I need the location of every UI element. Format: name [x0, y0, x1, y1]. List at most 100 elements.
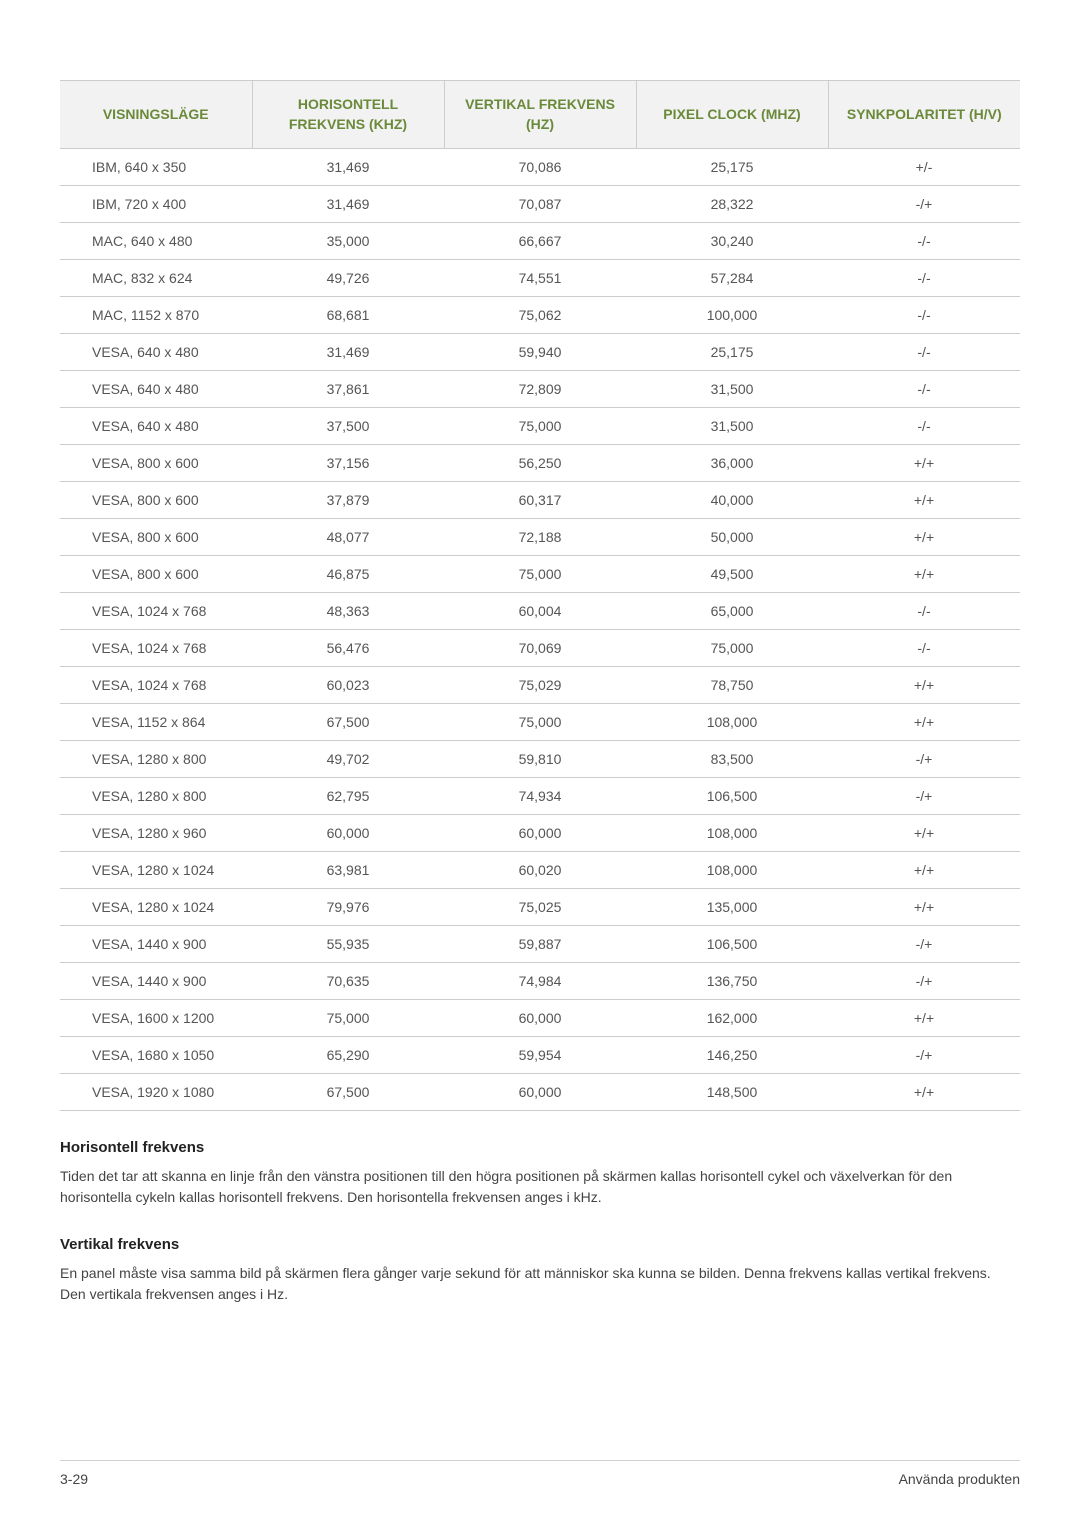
table-row: VESA, 1680 x 105065,29059,954146,250-/+	[60, 1037, 1020, 1074]
table-cell: VESA, 800 x 600	[60, 519, 252, 556]
table-cell: +/+	[828, 519, 1020, 556]
table-cell: 60,000	[252, 815, 444, 852]
table-cell: VESA, 1920 x 1080	[60, 1074, 252, 1111]
table-row: VESA, 1152 x 86467,50075,000108,000+/+	[60, 704, 1020, 741]
table-row: VESA, 1440 x 90055,93559,887106,500-/+	[60, 926, 1020, 963]
table-cell: +/-	[828, 149, 1020, 186]
table-cell: VESA, 1152 x 864	[60, 704, 252, 741]
table-cell: 35,000	[252, 223, 444, 260]
table-cell: VESA, 1280 x 800	[60, 741, 252, 778]
table-cell: 74,984	[444, 963, 636, 1000]
table-cell: MAC, 832 x 624	[60, 260, 252, 297]
table-cell: 48,077	[252, 519, 444, 556]
table-cell: 37,156	[252, 445, 444, 482]
table-cell: 60,023	[252, 667, 444, 704]
table-cell: 60,004	[444, 593, 636, 630]
table-cell: +/+	[828, 704, 1020, 741]
table-cell: 60,000	[444, 1000, 636, 1037]
table-cell: 78,750	[636, 667, 828, 704]
table-cell: -/-	[828, 334, 1020, 371]
table-cell: VESA, 1024 x 768	[60, 630, 252, 667]
table-cell: 75,000	[636, 630, 828, 667]
table-cell: VESA, 1440 x 900	[60, 963, 252, 1000]
table-cell: VESA, 1280 x 800	[60, 778, 252, 815]
table-cell: 75,000	[444, 556, 636, 593]
table-row: VESA, 800 x 60048,07772,18850,000+/+	[60, 519, 1020, 556]
table-row: VESA, 1024 x 76856,47670,06975,000-/-	[60, 630, 1020, 667]
table-cell: 72,188	[444, 519, 636, 556]
table-row: MAC, 640 x 48035,00066,66730,240-/-	[60, 223, 1020, 260]
table-cell: +/+	[828, 1074, 1020, 1111]
page-number: 3-29	[60, 1471, 88, 1487]
table-cell: 25,175	[636, 334, 828, 371]
col-header-mode: VISNINGSLÄGE	[60, 81, 252, 149]
table-row: VESA, 1024 x 76860,02375,02978,750+/+	[60, 667, 1020, 704]
table-cell: +/+	[828, 667, 1020, 704]
table-cell: 31,469	[252, 334, 444, 371]
table-cell: 68,681	[252, 297, 444, 334]
col-header-vfreq: VERTIKAL FREKVENS (HZ)	[444, 81, 636, 149]
table-row: VESA, 1280 x 80062,79574,934106,500-/+	[60, 778, 1020, 815]
col-header-pixel-clock: PIXEL CLOCK (MHZ)	[636, 81, 828, 149]
horizontal-freq-heading: Horisontell frekvens	[60, 1139, 1020, 1156]
table-cell: -/+	[828, 1037, 1020, 1074]
table-cell: VESA, 1440 x 900	[60, 926, 252, 963]
table-cell: -/-	[828, 260, 1020, 297]
table-cell: VESA, 1024 x 768	[60, 593, 252, 630]
table-cell: 70,086	[444, 149, 636, 186]
table-cell: VESA, 1024 x 768	[60, 667, 252, 704]
table-cell: 49,726	[252, 260, 444, 297]
table-cell: 136,750	[636, 963, 828, 1000]
table-cell: -/-	[828, 630, 1020, 667]
table-cell: 50,000	[636, 519, 828, 556]
table-cell: 30,240	[636, 223, 828, 260]
table-row: MAC, 832 x 62449,72674,55157,284-/-	[60, 260, 1020, 297]
table-cell: 59,810	[444, 741, 636, 778]
table-cell: 36,000	[636, 445, 828, 482]
table-cell: 67,500	[252, 1074, 444, 1111]
table-cell: 70,087	[444, 186, 636, 223]
table-cell: +/+	[828, 482, 1020, 519]
col-header-sync-polarity: SYNKPOLARITET (H/V)	[828, 81, 1020, 149]
table-cell: +/+	[828, 1000, 1020, 1037]
table-cell: VESA, 640 x 480	[60, 371, 252, 408]
table-cell: 56,250	[444, 445, 636, 482]
table-cell: 75,025	[444, 889, 636, 926]
table-cell: +/+	[828, 556, 1020, 593]
table-cell: -/-	[828, 593, 1020, 630]
table-cell: 70,635	[252, 963, 444, 1000]
table-cell: 148,500	[636, 1074, 828, 1111]
table-row: VESA, 640 x 48031,46959,94025,175-/-	[60, 334, 1020, 371]
table-cell: MAC, 1152 x 870	[60, 297, 252, 334]
table-row: IBM, 720 x 40031,46970,08728,322-/+	[60, 186, 1020, 223]
table-cell: 75,000	[252, 1000, 444, 1037]
table-row: VESA, 1920 x 108067,50060,000148,500+/+	[60, 1074, 1020, 1111]
table-cell: +/+	[828, 815, 1020, 852]
table-row: VESA, 1280 x 96060,00060,000108,000+/+	[60, 815, 1020, 852]
table-cell: 79,976	[252, 889, 444, 926]
table-cell: 67,500	[252, 704, 444, 741]
vertical-freq-body: En panel måste visa samma bild på skärme…	[60, 1263, 1020, 1305]
table-cell: 83,500	[636, 741, 828, 778]
table-cell: -/-	[828, 408, 1020, 445]
table-row: VESA, 1280 x 102463,98160,020108,000+/+	[60, 852, 1020, 889]
table-cell: 59,940	[444, 334, 636, 371]
table-cell: 60,000	[444, 815, 636, 852]
table-cell: 66,667	[444, 223, 636, 260]
table-cell: VESA, 800 x 600	[60, 482, 252, 519]
table-cell: 49,702	[252, 741, 444, 778]
table-cell: 55,935	[252, 926, 444, 963]
footer-section-label: Använda produkten	[899, 1471, 1020, 1487]
vertical-freq-heading: Vertikal frekvens	[60, 1236, 1020, 1253]
table-cell: MAC, 640 x 480	[60, 223, 252, 260]
table-cell: 31,469	[252, 186, 444, 223]
table-cell: 37,879	[252, 482, 444, 519]
page-footer: 3-29 Använda produkten	[60, 1460, 1020, 1487]
table-cell: VESA, 640 x 480	[60, 334, 252, 371]
table-cell: 72,809	[444, 371, 636, 408]
table-cell: 75,000	[444, 704, 636, 741]
table-cell: IBM, 720 x 400	[60, 186, 252, 223]
table-cell: -/+	[828, 778, 1020, 815]
table-cell: 108,000	[636, 704, 828, 741]
table-cell: -/-	[828, 297, 1020, 334]
